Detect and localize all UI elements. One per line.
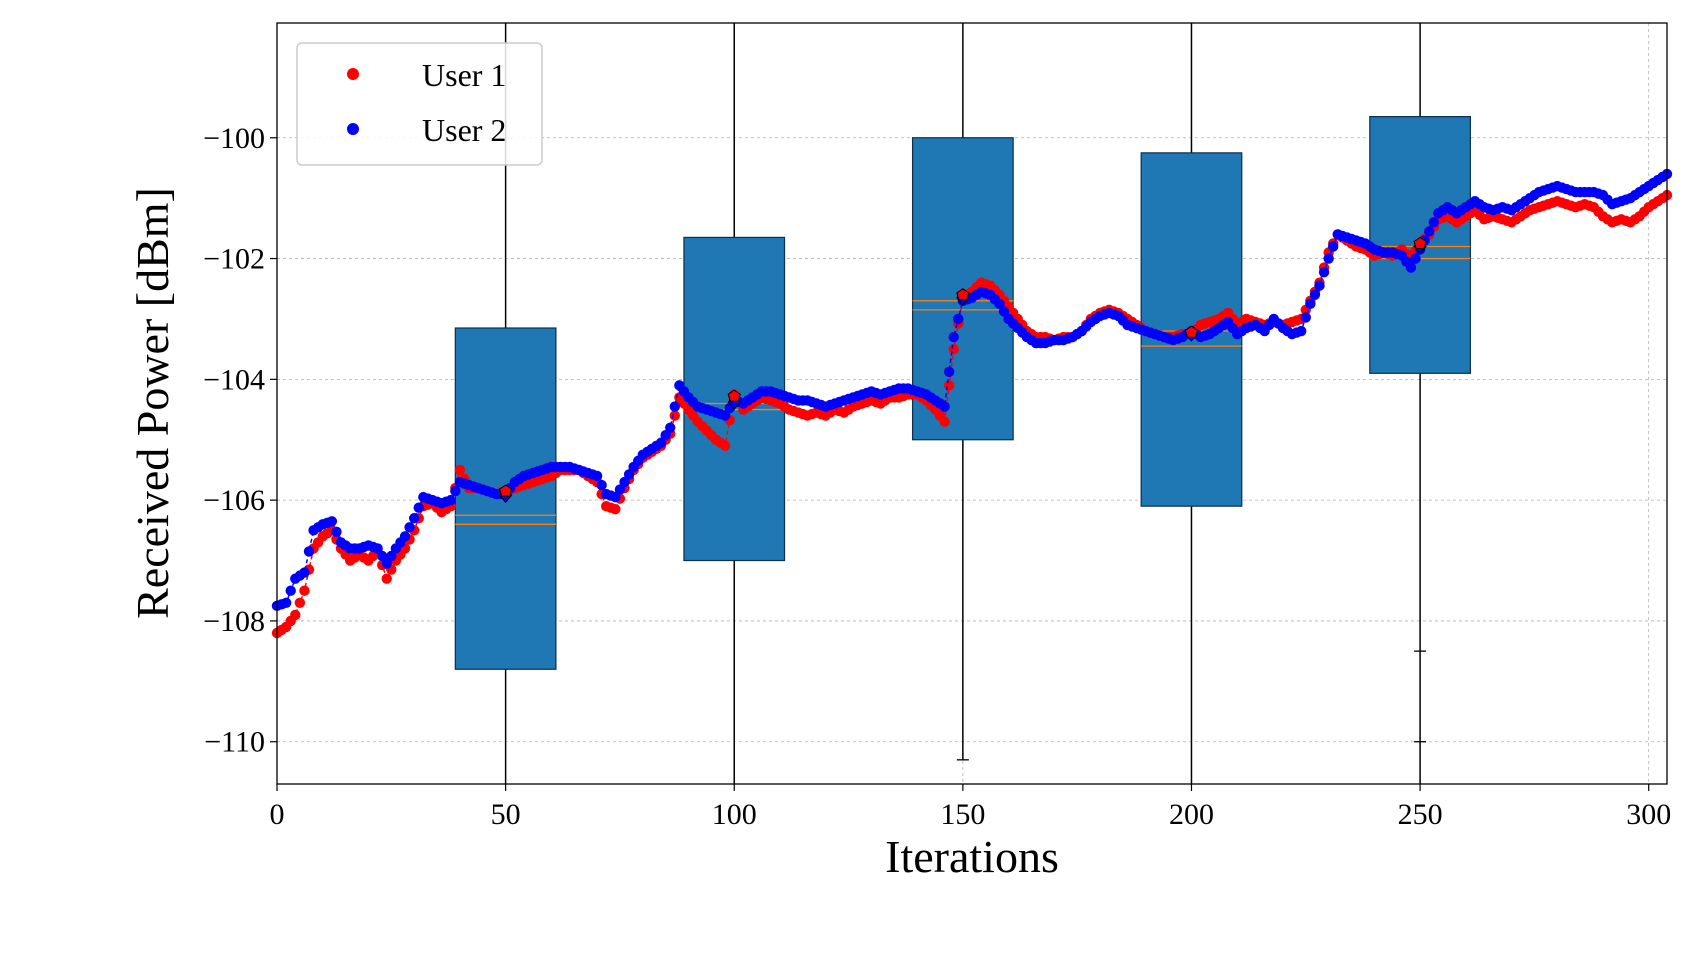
data-point [450,485,461,497]
data-point [610,491,621,503]
x-tick-label: 0 [270,798,285,831]
mean-marker-user-1 [1413,236,1427,249]
data-point [280,597,292,609]
legend-label-user-2: User 2 [422,112,506,148]
plot-frame [276,22,1668,785]
data-point [596,479,607,491]
data-point [669,410,680,421]
data-point [376,550,388,562]
data-point [386,550,397,562]
data-point [1424,226,1435,237]
x-axis-label: Iterations [885,831,1059,882]
data-point [939,416,950,427]
data-point [614,484,626,495]
data-point [655,437,667,448]
data-point [303,546,315,557]
box-plots [454,23,1471,784]
data-point [623,469,635,480]
data-point [998,306,1010,317]
data-point [1328,241,1339,252]
y-tick-label: −102 [203,243,265,276]
data-point [372,543,383,554]
legend: User 1 User 2 [296,42,543,166]
mean-marker-user-1 [1184,325,1199,338]
x-axis-ticks: 0 50 100 150 200 250 300 [270,784,1671,831]
x-tick-label: 100 [712,798,757,831]
data-point [399,531,411,542]
x-tick-label: 300 [1626,798,1671,831]
x-tick-label: 150 [940,798,985,831]
data-point [943,380,955,391]
data-point [294,597,306,609]
data-point [948,343,959,355]
data-point [665,422,676,433]
legend-label-user-1: User 1 [422,57,506,93]
mean-markers [498,236,1427,504]
mean-marker-user-1 [499,484,513,497]
data-point [1300,312,1311,323]
data-point [1323,253,1334,264]
y-tick-label: −110 [204,726,265,759]
data-point [408,513,420,524]
y-tick-label: −104 [203,363,265,396]
legend-marker-user-2 [347,123,359,135]
data-point [943,366,955,377]
data-point [299,585,310,596]
data-point [610,503,621,515]
legend-marker-user-1 [347,68,359,80]
y-tick-label: −100 [203,122,265,155]
data-point [326,516,338,527]
data-point [1405,262,1417,273]
data-point [1318,266,1330,278]
data-point [994,298,1005,310]
y-axis-ticks: −110 −108 −106 −104 −102 −100 [203,122,277,759]
data-point [1410,253,1421,264]
y-tick-label: −108 [203,605,265,638]
data-point [285,585,296,596]
data-point [1314,280,1325,291]
data-point [719,410,731,421]
data-point [381,573,392,584]
data-point [660,430,671,441]
data-point [331,526,342,538]
data-point [1309,289,1321,300]
data-point [591,470,603,482]
mean-marker-user-1 [727,389,741,402]
data-point [953,313,964,325]
series-2 [271,168,1673,612]
data-point [1305,298,1316,310]
data-point [413,502,424,513]
data-point [404,522,415,533]
y-axis-label: Received Power [dBm] [127,187,178,619]
data-point [719,440,731,451]
x-tick-label: 50 [491,798,521,831]
mean-marker-user-1 [956,288,970,301]
x-tick-label: 250 [1398,798,1443,831]
data-point [290,609,301,621]
x-tick-label: 200 [1169,798,1214,831]
data-point [669,401,680,412]
data-point [454,464,466,476]
data-point [299,567,310,578]
data-point [1428,217,1440,228]
data-point [1296,325,1307,337]
data-point [445,494,456,506]
data-point [948,331,959,343]
data-point [939,401,950,412]
y-tick-label: −106 [203,484,265,517]
data-point [619,476,630,488]
data-point [381,558,392,569]
